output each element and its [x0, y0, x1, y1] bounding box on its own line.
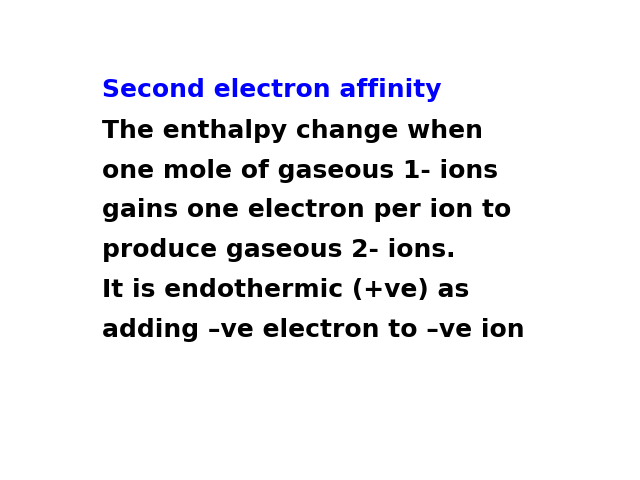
Text: The enthalpy change when: The enthalpy change when [102, 119, 483, 143]
Text: Second electron affinity: Second electron affinity [102, 78, 442, 102]
Text: It is endothermic (+ve) as: It is endothermic (+ve) as [102, 278, 470, 302]
Text: adding –ve electron to –ve ion: adding –ve electron to –ve ion [102, 318, 525, 342]
Text: produce gaseous 2- ions.: produce gaseous 2- ions. [102, 239, 456, 263]
Text: one mole of gaseous 1- ions: one mole of gaseous 1- ions [102, 158, 499, 182]
Text: gains one electron per ion to: gains one electron per ion to [102, 198, 511, 222]
